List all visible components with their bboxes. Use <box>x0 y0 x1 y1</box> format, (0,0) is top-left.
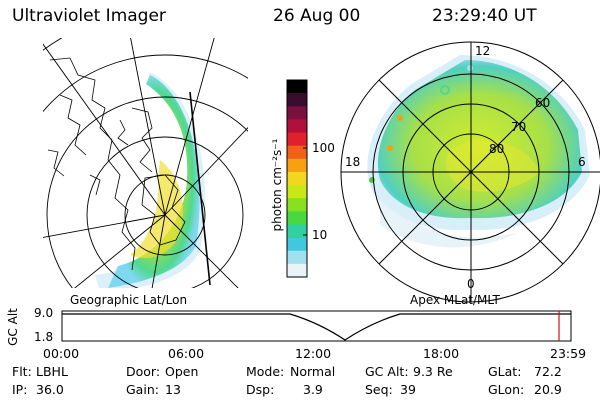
lat-label-80: 80 <box>489 142 505 156</box>
info-glat-value: 72.2 <box>534 364 562 379</box>
mlt-label-6: 6 <box>578 155 586 169</box>
info-glon-label: GLon: <box>488 382 525 397</box>
mlt-label-0: 0 <box>467 277 475 291</box>
info-filter-value: LBHL <box>36 364 68 379</box>
instrument-title: Ultraviolet Imager <box>12 6 166 26</box>
geographic-map-panel <box>43 38 248 288</box>
timeline-y-tick-high: 9.0 <box>34 306 54 320</box>
geo-panel-caption: Geographic Lat/Lon <box>70 293 188 307</box>
timeline-x-tick-0000: 00:00 <box>43 346 80 361</box>
timeline-y-label: GC Alt <box>6 308 20 346</box>
colorbar-stripe <box>287 185 307 199</box>
colorbar-stripe <box>287 250 307 265</box>
timeline-x-tick-2359: 23:59 <box>550 346 587 361</box>
image-date: 26 Aug 00 <box>273 6 361 26</box>
colorbar-stripe <box>287 224 307 239</box>
info-gcalt-label: GC Alt: <box>365 364 409 379</box>
colorbar-stripe <box>287 237 307 252</box>
info-mode-label: Mode: <box>246 364 285 379</box>
colorbar-stripe <box>287 145 307 160</box>
timeline-x-tick-1800: 18:00 <box>423 346 460 361</box>
colorbar-stripe <box>287 80 307 94</box>
timeline-x-tick-0600: 06:00 <box>168 346 205 361</box>
colorbar-stripe <box>287 106 307 120</box>
colorbar-tick-10: 10 <box>312 228 328 242</box>
colorbar-stripe <box>287 171 307 186</box>
colorbar-stripe <box>287 119 307 134</box>
colorbar-stripe <box>287 93 307 107</box>
colorbar <box>286 79 308 278</box>
colorbar-stripe <box>287 158 307 173</box>
altitude-timeline-plot <box>61 310 572 342</box>
colorbar-stripe <box>287 198 307 212</box>
timeline-x-tick-1200: 12:00 <box>295 346 332 361</box>
colorbar-unit-label: photon cm⁻²s⁻¹ <box>270 138 284 232</box>
info-seq-value: 39 <box>400 382 416 397</box>
timeline-y-tick-low: 1.8 <box>34 330 54 344</box>
info-ip-label: IP: <box>12 382 28 397</box>
info-gain-value: 13 <box>165 382 181 397</box>
mlt-label-18: 18 <box>345 155 361 169</box>
info-mode-value: Normal <box>290 364 336 379</box>
mag-panel-caption: Apex MLat/MLT <box>410 293 500 307</box>
colorbar-stripe <box>287 263 307 278</box>
info-filter-label: Flt: <box>12 364 32 379</box>
info-gcalt-value: 9.3 Re <box>413 364 453 379</box>
info-seq-label: Seq: <box>365 382 393 397</box>
info-door-value: Open <box>165 364 199 379</box>
colorbar-stripe <box>287 211 307 226</box>
magnetic-polar-panel <box>340 41 600 303</box>
info-door-label: Door: <box>126 364 161 379</box>
lat-label-60: 60 <box>535 96 551 110</box>
info-gain-label: Gain: <box>126 382 159 397</box>
info-glat-label: GLat: <box>488 364 522 379</box>
mlt-label-12: 12 <box>475 44 491 58</box>
info-dsp-label: Dsp: <box>246 382 275 397</box>
colorbar-stripe <box>287 132 307 147</box>
image-time: 23:29:40 UT <box>432 6 537 26</box>
info-dsp-value: 3.9 <box>303 382 323 397</box>
info-ip-value: 36.0 <box>36 382 64 397</box>
lat-label-70: 70 <box>511 120 527 134</box>
colorbar-tick-100: 100 <box>312 141 335 155</box>
info-glon-value: 20.9 <box>534 382 562 397</box>
